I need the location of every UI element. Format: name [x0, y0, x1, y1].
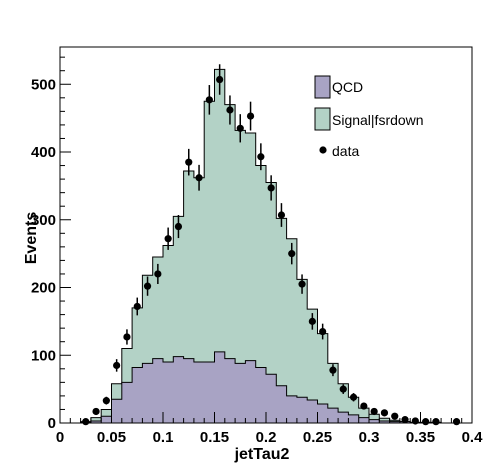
data-point: [174, 222, 183, 231]
data-point: [102, 397, 110, 405]
x-tick-label: 0.05: [97, 429, 126, 446]
x-axis-title: jetTau2: [234, 446, 290, 463]
y-tick-label: 300: [31, 212, 56, 229]
x-tick-label: 0.1: [153, 429, 174, 446]
legend: QCD Signal|fsrdown data: [314, 75, 424, 159]
legend-marker-data: [319, 146, 327, 154]
data-point: [236, 124, 244, 132]
data-point: [277, 211, 286, 219]
x-tick-label: 0: [56, 429, 64, 446]
data-point: [349, 393, 358, 401]
x-tick-label: 0.25: [303, 429, 332, 446]
data-point: [185, 158, 193, 166]
y-axis-title: Events: [23, 212, 40, 265]
data-point: [82, 418, 90, 426]
data-point: [308, 317, 316, 325]
data-point: [195, 174, 203, 182]
y-tick-label: 0: [48, 415, 56, 432]
data-point: [288, 250, 296, 258]
legend-swatch-qcd: [314, 75, 331, 99]
data-point: [380, 409, 389, 417]
data-point: [432, 418, 440, 426]
x-tick-label: 0.4: [462, 429, 484, 446]
data-point: [246, 112, 255, 120]
qcd-histogram: [60, 351, 472, 424]
data-point: [422, 418, 430, 426]
axis-ticks: 0 0.05 0.1 0.15 0.2 0.25 0.3 0.35 0.4 0 100 200 300 4…: [31, 56, 484, 446]
x-tick-label: 0.15: [200, 429, 229, 446]
y-tick-label: 400: [31, 144, 56, 161]
data-point: [401, 416, 409, 424]
y-tick-label: 100: [31, 347, 56, 364]
legend-swatch-signal: [314, 107, 331, 131]
data-point: [113, 361, 121, 370]
data-point: [92, 407, 100, 416]
y-tick-label: 200: [31, 280, 56, 297]
data-point: [226, 106, 234, 114]
data-point: [257, 153, 265, 161]
legend-label-data: data: [332, 143, 359, 159]
legend-label-qcd: QCD: [332, 79, 363, 95]
x-tick-label: 0.35: [406, 429, 435, 446]
data-point: [339, 385, 347, 393]
data-point: [143, 282, 152, 290]
legend-label-signal: Signal|fsrdown: [332, 112, 424, 128]
y-tick-label: 500: [31, 76, 56, 93]
data-point: [298, 280, 306, 288]
data-point: [452, 418, 461, 426]
x-tick-label: 0.2: [256, 429, 277, 446]
data-point: [154, 270, 162, 278]
data-point: [216, 75, 224, 84]
data-point: [133, 302, 141, 311]
data-point: [319, 327, 327, 336]
data-point: [370, 407, 378, 416]
data-point: [267, 184, 275, 192]
data-point: [391, 412, 399, 420]
data-point: [360, 402, 368, 410]
data-point: [164, 235, 172, 243]
data-point: [205, 96, 213, 104]
x-tick-label: 0.3: [359, 429, 380, 446]
data-points-layer: [82, 64, 461, 426]
data-point: [123, 333, 131, 341]
data-point: [329, 366, 337, 374]
